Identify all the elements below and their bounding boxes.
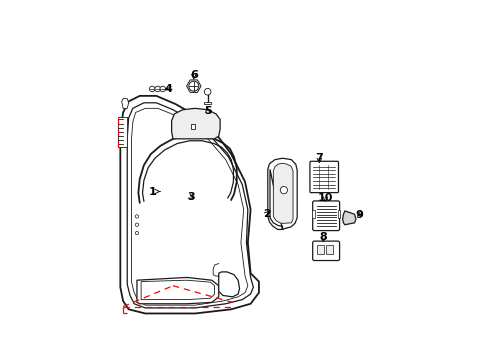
Bar <box>325 245 332 254</box>
Circle shape <box>188 81 198 91</box>
Polygon shape <box>342 211 355 225</box>
Polygon shape <box>171 108 220 139</box>
Circle shape <box>135 231 138 235</box>
Polygon shape <box>120 96 259 314</box>
FancyBboxPatch shape <box>312 241 339 261</box>
Polygon shape <box>273 163 292 223</box>
Polygon shape <box>191 123 195 129</box>
Circle shape <box>204 89 210 95</box>
Text: 6: 6 <box>189 70 197 80</box>
Bar <box>317 245 324 254</box>
Polygon shape <box>117 117 127 147</box>
Text: 5: 5 <box>203 106 211 116</box>
Text: 10: 10 <box>317 193 332 203</box>
Circle shape <box>135 223 138 226</box>
FancyBboxPatch shape <box>309 161 338 193</box>
Circle shape <box>149 86 155 92</box>
FancyBboxPatch shape <box>312 201 339 231</box>
Text: 2: 2 <box>262 209 270 219</box>
Polygon shape <box>137 278 218 304</box>
Polygon shape <box>218 272 239 297</box>
Circle shape <box>160 86 165 92</box>
Polygon shape <box>186 80 201 93</box>
Polygon shape <box>122 99 128 108</box>
Text: 9: 9 <box>355 210 363 220</box>
Text: 4: 4 <box>164 84 172 94</box>
Polygon shape <box>141 280 214 300</box>
Circle shape <box>155 86 160 92</box>
Circle shape <box>280 186 287 194</box>
Text: 3: 3 <box>187 192 194 202</box>
Polygon shape <box>267 158 297 229</box>
Bar <box>337 210 340 218</box>
Bar <box>204 102 210 104</box>
Text: 1: 1 <box>149 186 160 197</box>
Text: 7: 7 <box>315 153 323 163</box>
Bar <box>312 210 314 218</box>
Circle shape <box>135 215 138 218</box>
Text: 8: 8 <box>319 232 326 242</box>
